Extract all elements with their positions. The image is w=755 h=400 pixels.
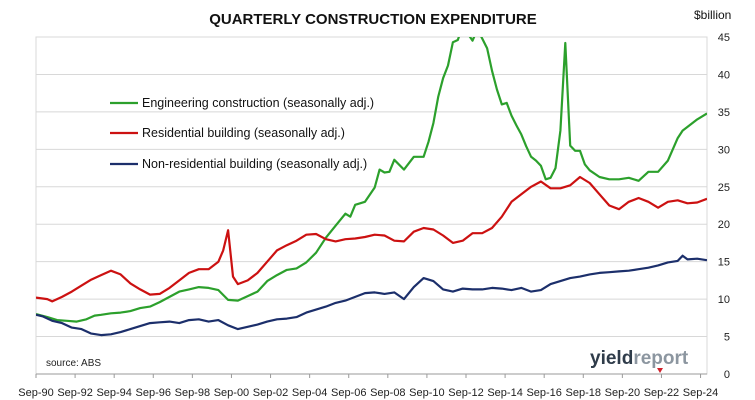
x-tick-label: Sep-90 [18,387,53,399]
x-tick-label: Sep-96 [136,387,171,399]
y-tick-label: 35 [718,107,730,119]
x-tick-label: Sep-10 [409,387,444,399]
y-tick-label: 30 [718,144,730,156]
x-tick-label: Sep-14 [487,387,522,399]
x-tick-label: Sep-16 [526,387,561,399]
x-tick-label: Sep-24 [683,387,718,399]
x-tick-label: Sep-94 [96,387,131,399]
legend-label-residential: Residential building (seasonally adj.) [142,126,345,140]
x-tick-label: Sep-08 [370,387,405,399]
x-tick-label: Sep-02 [253,387,288,399]
source-note: source: ABS [46,358,101,369]
y-tick-label: 25 [718,182,730,194]
plot-area-frame [35,36,708,375]
legend: Engineering construction (seasonally adj… [110,96,374,171]
logo-accent-mark [657,368,663,373]
y-tick-label: 45 [718,32,730,44]
x-tick-label: Sep-04 [292,387,327,399]
y-tick-label: 20 [718,219,730,231]
y-tick-label: 0 [724,369,730,381]
y-axis-unit-label: $billion [694,8,731,22]
y-tick-label: 15 [718,257,730,269]
x-tick-label: Sep-12 [448,387,483,399]
x-tick-label: Sep-06 [331,387,366,399]
logo-text: yieldreport [590,348,689,369]
y-tick-label: 40 [718,69,730,81]
y-axis-ticks: 0 5 10 15 20 25 30 35 40 45 [718,32,730,381]
x-tick-label: Sep-22 [644,387,679,399]
x-tick-label: Sep-98 [175,387,210,399]
yieldreport-logo: yieldreport [590,348,689,373]
logo-text-part2: report [633,348,689,369]
logo-text-part1: yield [590,348,633,369]
x-axis-ticks: Sep-90 Sep-92 Sep-94 Sep-96 Sep-98 Sep-00 Sep-… [18,374,718,399]
y-tick-label: 5 [724,332,730,344]
series-lines [36,37,707,337]
legend-label-engineering: Engineering construction (seasonally adj… [142,96,374,110]
series-line-non-residential [36,254,707,337]
gridlines [36,36,707,338]
x-tick-label: Sep-18 [566,387,601,399]
legend-label-non-residential: Non-residential building (seasonally adj… [142,157,367,171]
y-tick-label: 10 [718,294,730,306]
x-tick-label: Sep-20 [605,387,640,399]
series-line-engineering [36,37,707,323]
chart-title: QUARTERLY CONSTRUCTION EXPENDITURE [209,11,537,28]
x-tick-label: Sep-92 [57,387,92,399]
series-line-residential [36,175,707,303]
x-tick-label: Sep-00 [214,387,249,399]
